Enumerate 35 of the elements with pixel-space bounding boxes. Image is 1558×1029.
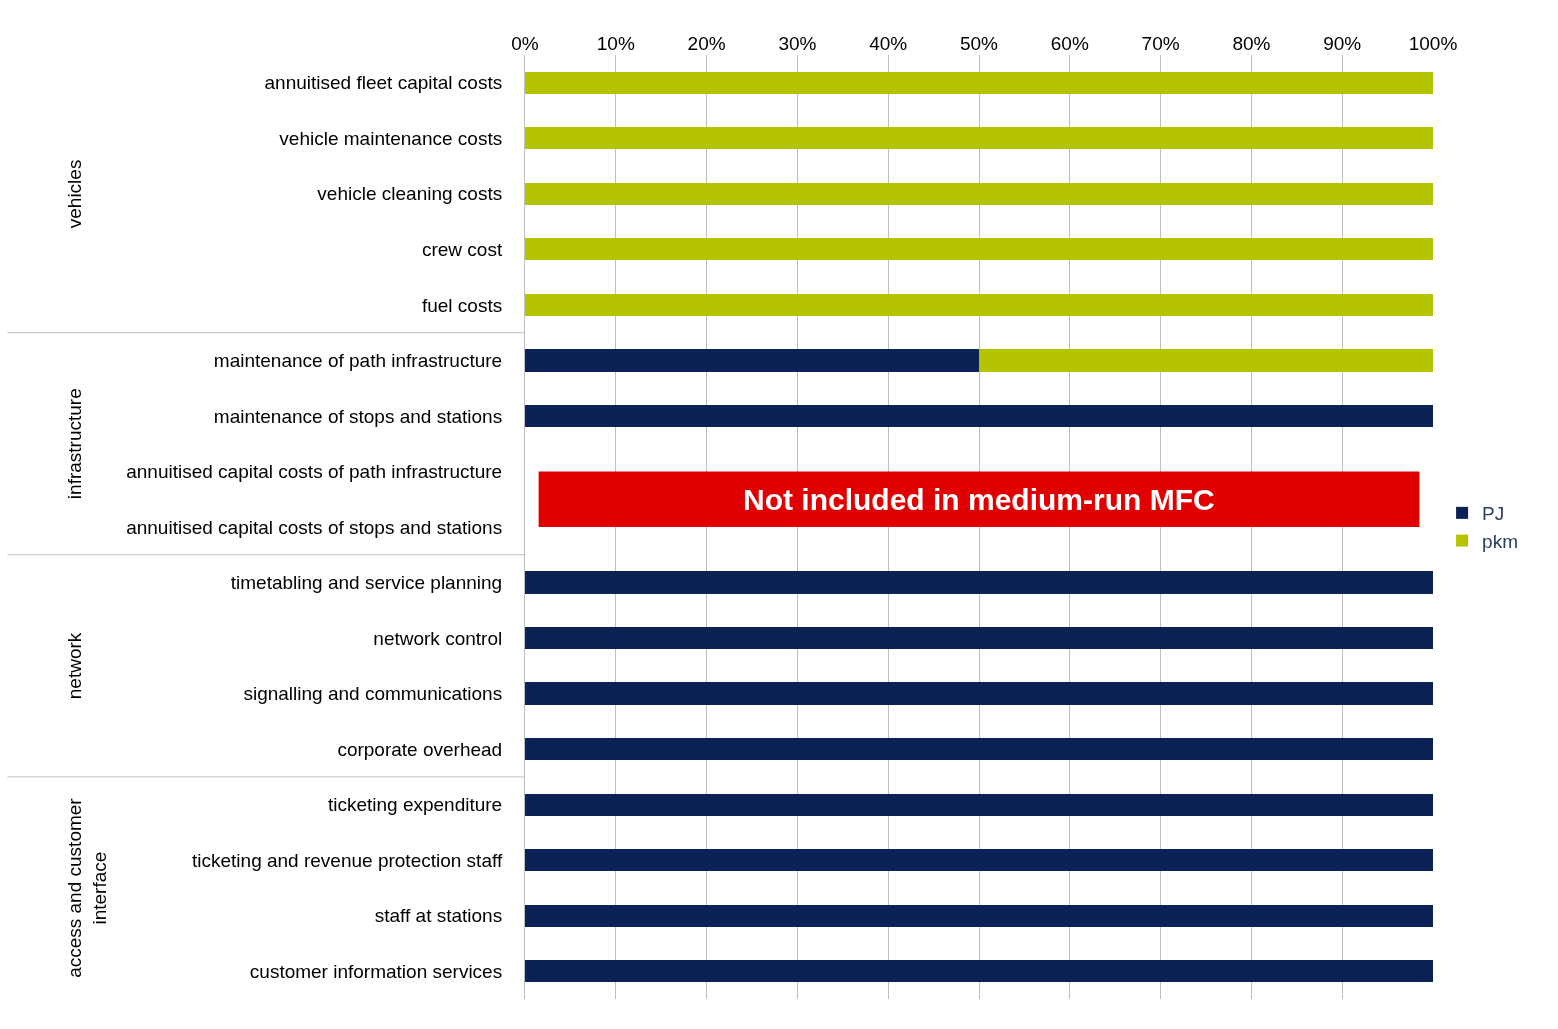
y-tick-label: maintenance of path infrastructure bbox=[213, 350, 503, 372]
x-tick-label: 30% bbox=[778, 33, 817, 55]
y-tick-label: ticketing and revenue protection staff bbox=[192, 849, 503, 871]
y-tick-label: vehicle cleaning costs bbox=[317, 183, 503, 205]
y-tick-label: fuel costs bbox=[421, 294, 503, 316]
y-tick-label: ticketing expenditure bbox=[327, 794, 503, 816]
x-tick-label: 60% bbox=[1050, 33, 1089, 55]
y-tick-label: signalling and communications bbox=[243, 683, 503, 705]
x-tick-label: 40% bbox=[869, 33, 908, 55]
y-tick-label: annuitised fleet capital costs bbox=[264, 72, 503, 94]
text: access and customer interface bbox=[63, 797, 110, 978]
x-tick-label: 100% bbox=[1408, 33, 1458, 55]
text: infrastructure bbox=[63, 388, 85, 500]
y-tick-label: network control bbox=[373, 627, 503, 649]
band-label: Not included in medium-run MFC bbox=[743, 483, 1215, 516]
x-tick-label: 10% bbox=[596, 33, 635, 55]
x-tick-label: 80% bbox=[1232, 33, 1271, 55]
y-tick-label: annuitised capital costs of stops and stations bbox=[126, 516, 503, 538]
legend-label: pkm bbox=[1482, 530, 1518, 552]
x-tick-label: 20% bbox=[687, 33, 726, 55]
x-tick-label: 0% bbox=[511, 33, 539, 55]
x-tick-label: 90% bbox=[1323, 33, 1362, 55]
x-tick-label: 70% bbox=[1141, 33, 1180, 55]
x-tick-label: 50% bbox=[959, 33, 999, 55]
y-tick-label: vehicle maintenance costs bbox=[279, 127, 503, 149]
y-tick-label: timetabling and service planning bbox=[230, 572, 503, 594]
text: network bbox=[63, 632, 85, 700]
y-tick-label: corporate overhead bbox=[337, 738, 503, 760]
y-tick-label: annuitised capital costs of path infrastructure bbox=[126, 461, 503, 483]
y-tick-label: customer information services bbox=[249, 960, 503, 982]
text: vehicles bbox=[63, 159, 85, 229]
y-tick-label: crew cost bbox=[421, 239, 503, 260]
y-tick-label: staff at stations bbox=[374, 905, 503, 927]
y-tick-label: maintenance of stops and stations bbox=[213, 405, 503, 427]
legend-label: PJ bbox=[1482, 503, 1505, 525]
